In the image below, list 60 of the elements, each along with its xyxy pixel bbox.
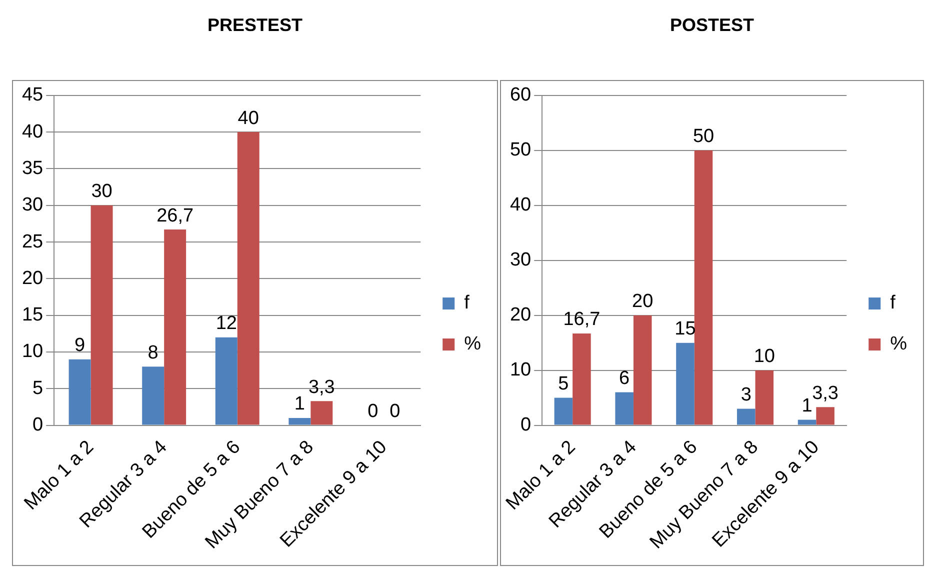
y-tick-label: 0 xyxy=(32,414,44,436)
data-label: 8 xyxy=(148,342,158,364)
data-label: 1 xyxy=(294,394,305,415)
bar xyxy=(68,359,91,425)
data-label: 3,3 xyxy=(812,382,839,404)
data-label: 30 xyxy=(91,181,112,202)
legend-label: % xyxy=(890,334,908,355)
data-label: 0 xyxy=(368,401,378,422)
data-label: 3 xyxy=(740,384,752,406)
y-tick-label: 5 xyxy=(32,378,44,399)
data-label: 3,3 xyxy=(308,376,335,398)
data-label: 6 xyxy=(619,368,630,390)
data-label: 50 xyxy=(692,126,714,148)
bar xyxy=(816,407,834,425)
data-label: 10 xyxy=(754,346,775,368)
bar xyxy=(164,230,186,425)
bar xyxy=(633,315,652,425)
data-label: 0 xyxy=(390,401,400,422)
bar xyxy=(694,150,713,425)
chart-title: PRESTEST xyxy=(206,14,304,37)
y-tick-label: 0 xyxy=(520,414,532,436)
bar xyxy=(615,392,634,425)
y-tick-label: 20 xyxy=(22,268,44,289)
data-label: 5 xyxy=(558,374,569,395)
data-label: 26,7 xyxy=(156,205,194,226)
y-tick-label: 45 xyxy=(22,84,44,106)
y-tick-label: 60 xyxy=(510,84,532,106)
chart-title: POSTEST xyxy=(668,14,755,37)
y-tick-label: 30 xyxy=(22,194,44,216)
bar xyxy=(736,408,756,425)
legend-label: % xyxy=(464,334,482,355)
bar xyxy=(755,370,774,425)
bar xyxy=(798,420,816,425)
bar xyxy=(142,366,164,425)
bar xyxy=(310,401,333,425)
y-tick-label: 50 xyxy=(510,140,532,161)
y-tick-label: 10 xyxy=(22,341,44,362)
data-label: 16,7 xyxy=(563,309,600,330)
bar xyxy=(288,418,311,425)
y-tick-label: 35 xyxy=(22,158,44,179)
y-tick-label: 10 xyxy=(510,360,532,381)
data-label: 1 xyxy=(802,396,812,417)
bar xyxy=(676,342,694,425)
bar xyxy=(90,205,113,425)
y-tick-label: 40 xyxy=(22,121,44,142)
legend-label: f xyxy=(890,292,896,314)
bar xyxy=(572,333,591,425)
y-tick-label: 30 xyxy=(510,250,532,271)
legend-label: f xyxy=(464,292,470,314)
data-label: 20 xyxy=(632,291,654,312)
y-tick-label: 25 xyxy=(22,231,44,252)
bar xyxy=(215,337,238,425)
data-label: 9 xyxy=(74,335,86,356)
bar xyxy=(554,398,573,425)
data-label: 12 xyxy=(216,313,237,334)
data-label: 40 xyxy=(238,108,259,129)
y-tick-label: 15 xyxy=(22,304,44,326)
y-tick-label: 20 xyxy=(510,304,532,326)
y-tick-label: 40 xyxy=(510,194,532,216)
bar xyxy=(237,132,260,425)
